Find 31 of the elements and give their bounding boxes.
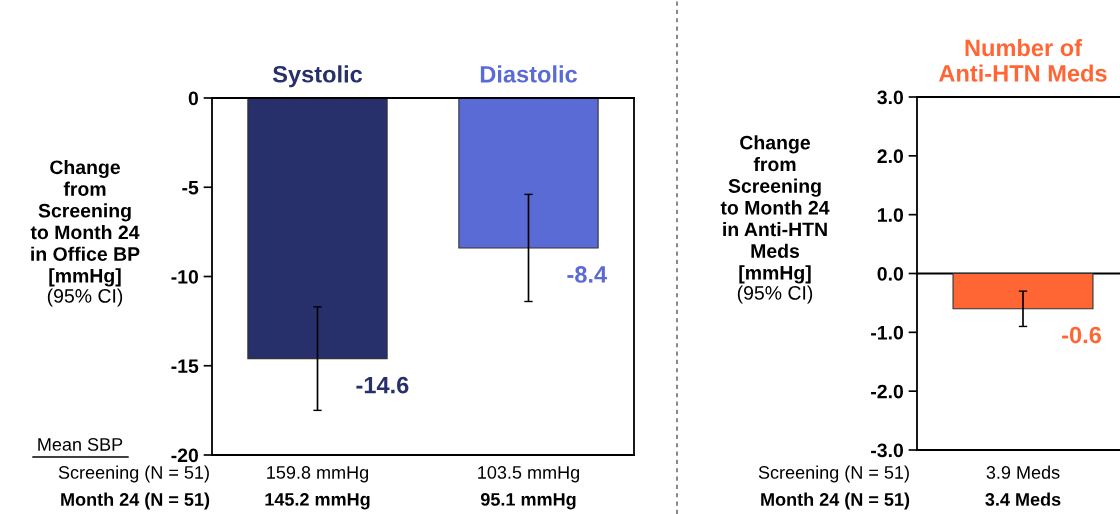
y-tick-label: 3.0 — [877, 90, 904, 105]
text: Screening (N = 51) — [58, 465, 209, 483]
x-tick-label: Systolic — [272, 65, 363, 88]
y-tick-label: -2.0 — [871, 384, 904, 399]
y-tick-label: -1.0 — [871, 325, 904, 340]
y-tick-label: -3.0 — [871, 443, 904, 458]
x-tick-label: Number of Anti-HTN Meds — [938, 38, 1107, 82]
y-tick-label: 0 — [188, 91, 199, 106]
y-tick-label: 1.0 — [878, 208, 904, 222]
y-tick-label: -15 — [171, 359, 199, 373]
data-label: -0.6 — [1062, 326, 1101, 344]
data-label: -14.6 — [356, 376, 409, 394]
text: 95.1 mmHg — [480, 492, 576, 510]
text: Mean SBP — [38, 438, 123, 451]
text: Screening (N = 51) — [758, 465, 909, 483]
x-tick-label: Diastolic — [480, 65, 578, 83]
y-tick-label: -5 — [182, 180, 199, 195]
text: 159.8 mmHg — [267, 466, 369, 483]
y-tick-label: -10 — [171, 269, 199, 284]
y-axis-title: Change from Screening to Month 24 in Anti-HTN Meds [mmHg] (95% CI) — [720, 135, 830, 304]
y-tick-label: -20 — [171, 448, 199, 463]
text: 3.4 Meds — [985, 492, 1061, 506]
text: 3.9 Meds — [986, 465, 1060, 479]
data-label: -8.4 — [567, 266, 608, 283]
y-tick-label: 0.0 — [877, 266, 904, 281]
text: Month 24 (N = 51) — [61, 492, 210, 510]
text: 103.5 mmHg — [478, 466, 580, 483]
y-tick-label: 2.0 — [877, 149, 904, 164]
y-axis-title: Change from Screening to Month 24 in Office BP [mmHg] (95% CI) — [30, 159, 140, 307]
text: Month 24 (N = 51) — [761, 492, 910, 510]
text: 145.2 mmHg — [265, 492, 370, 510]
